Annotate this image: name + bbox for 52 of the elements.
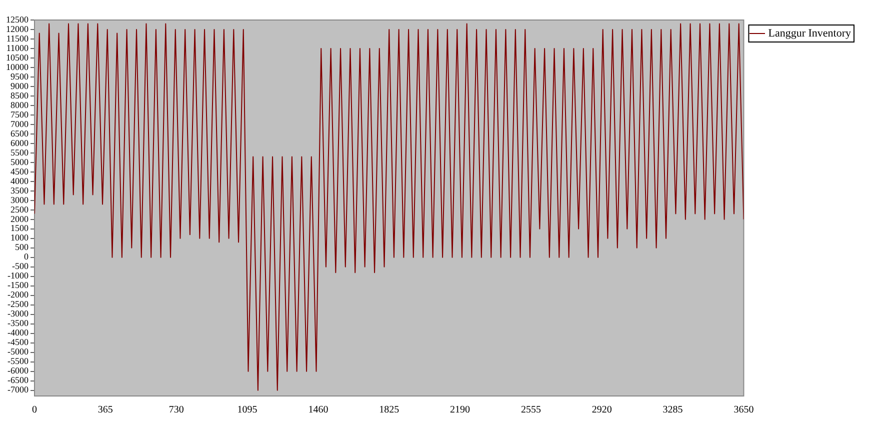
y-tick-label: -5000 <box>8 346 29 357</box>
y-tick-label: 6000 <box>10 138 29 148</box>
x-tick-label: 730 <box>168 404 184 416</box>
y-tick-label: 4000 <box>10 176 29 186</box>
y-tick-label: -6000 <box>8 366 29 376</box>
x-tick-label: 365 <box>98 404 113 416</box>
y-tick-label: 9000 <box>10 80 29 91</box>
y-tick-label: 4500 <box>10 166 29 176</box>
y-tick-label: 11000 <box>6 42 29 53</box>
y-tick-label: 7000 <box>10 118 29 129</box>
x-tick-label: 1460 <box>308 404 328 416</box>
y-tick-label: -4500 <box>8 337 29 348</box>
y-tick-label: 1000 <box>10 232 29 243</box>
x-tick-label: 3285 <box>662 404 683 416</box>
y-tick-label: 5500 <box>10 147 29 158</box>
x-tick-label: 2920 <box>592 404 612 416</box>
y-tick-label: 8500 <box>10 90 29 100</box>
y-tick-label: 6500 <box>10 128 29 138</box>
y-tick-label: -3000 <box>8 308 29 319</box>
y-tick-label: 2500 <box>10 204 29 214</box>
y-tick-label: -2500 <box>8 299 29 310</box>
x-tick-label: 0 <box>32 404 37 416</box>
y-tick-label: 7500 <box>10 109 29 120</box>
x-tick-label: 3650 <box>734 404 754 416</box>
legend-label: Langgur Inventory <box>768 27 852 40</box>
y-tick-label: 3500 <box>10 185 29 196</box>
y-tick-label: 8000 <box>10 100 29 110</box>
y-tick-label: -4000 <box>8 328 29 338</box>
y-tick-label: -1000 <box>8 270 29 281</box>
y-tick-label: 0 <box>24 252 29 262</box>
x-tick-label: 2555 <box>520 404 541 416</box>
y-tick-label: -6500 <box>8 375 29 386</box>
y-tick-label: 2000 <box>10 214 29 224</box>
x-tick-label: 1825 <box>379 404 400 416</box>
y-tick-label: -5500 <box>8 356 29 366</box>
y-tick-label: 12500 <box>6 14 29 24</box>
y-tick-label: 11500 <box>6 33 29 44</box>
y-tick-label: 5000 <box>10 156 29 167</box>
y-tick-label: 10000 <box>6 62 29 72</box>
y-tick-label: 10500 <box>6 52 29 62</box>
y-tick-label: 9500 <box>10 71 29 82</box>
y-tick-label: -500 <box>12 261 29 272</box>
x-tick-label: 2190 <box>450 404 470 416</box>
y-tick-label: 1500 <box>10 223 29 234</box>
x-tick-label: 1095 <box>237 404 258 416</box>
y-tick-label: -7000 <box>8 384 29 395</box>
y-tick-label: 12000 <box>6 24 29 34</box>
y-tick-label: -2000 <box>8 290 29 300</box>
y-tick-label: 3000 <box>10 194 29 205</box>
y-tick-label: 500 <box>15 242 29 252</box>
y-tick-label: -3500 <box>8 318 29 328</box>
y-tick-label: -1500 <box>8 280 29 290</box>
